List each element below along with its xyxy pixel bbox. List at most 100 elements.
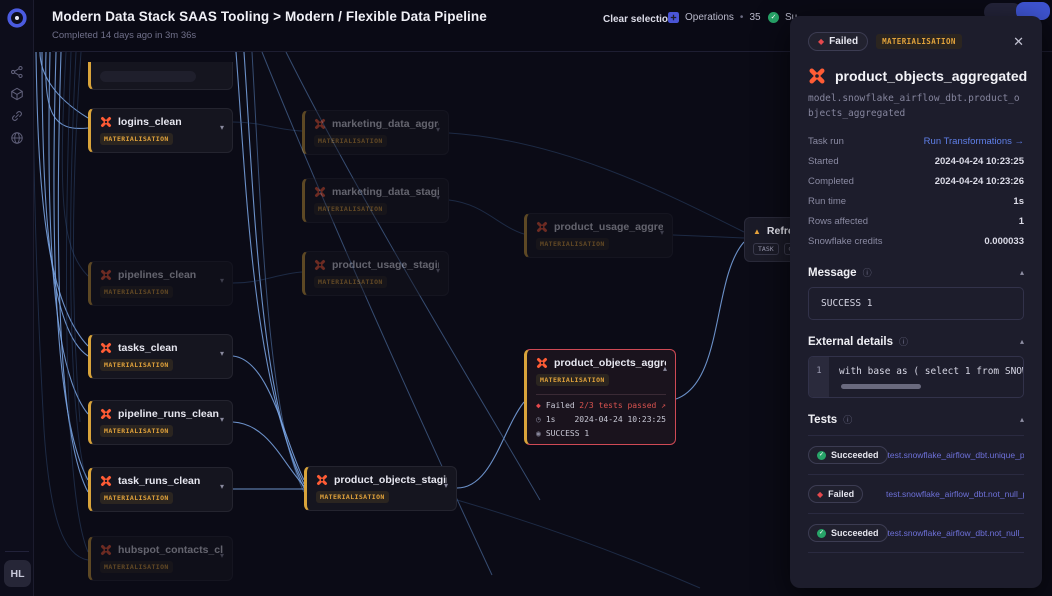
test-link[interactable]: test.snowflake_airflow_dbt.not_null_pr (886, 489, 1024, 500)
info-icon[interactable]: ⓘ (843, 415, 853, 426)
test-link[interactable]: test.snowflake_airflow_dbt.unique_pro (887, 450, 1024, 461)
dbt-icon (100, 116, 112, 128)
horizontal-scrollbar[interactable] (841, 384, 921, 390)
external-link-icon: ↗ (661, 401, 666, 410)
pipeline-graph-icon[interactable] (10, 65, 24, 79)
materialisation-badge: MATERIALISATION (100, 286, 173, 298)
node-status-row: ◆ Failed 2/3 tests passed ↗ (536, 401, 666, 410)
message-section: Message ⓘ ▴ SUCCESS 1 (808, 266, 1024, 321)
collapse-icon[interactable]: ▴ (1019, 415, 1024, 425)
materialisation-badge: MATERIALISATION (316, 491, 389, 503)
node-logins-clean[interactable]: logins_clean ▾ MATERIALISATION (88, 108, 233, 153)
chevron-down-icon[interactable]: ▾ (435, 125, 440, 134)
field-value: 2024-04-24 10:23:26 (934, 175, 1024, 187)
link-icon[interactable] (10, 109, 24, 123)
run-pipeline-button[interactable] (1016, 2, 1050, 20)
chevron-down-icon[interactable]: ▾ (435, 266, 440, 275)
chevron-down-icon[interactable]: ▾ (219, 551, 224, 560)
test-status-badge: ✓ Succeeded (808, 524, 888, 543)
node-label: product_usage_staging (332, 259, 439, 271)
test-link[interactable]: test.snowflake_airflow_dbt.not_null_pr (887, 528, 1024, 539)
section-title: Tests (808, 413, 838, 426)
test-status-badge: ✓ Succeeded (808, 446, 888, 465)
node-pipelines-clean[interactable]: pipelines_clean ▾ MATERIALISATION (88, 261, 233, 306)
chevron-up-icon[interactable]: ▴ (662, 364, 667, 373)
operations-grid-icon (668, 12, 679, 23)
task-badge: TASK (753, 243, 779, 255)
failed-diamond-icon: ◆ (817, 489, 824, 499)
operations-label: Operations (685, 12, 734, 23)
node-product-usage-staging[interactable]: product_usage_staging ▾ MATERIALISATION (302, 251, 449, 296)
breadcrumb: Modern Data Stack SAAS Tooling > Modern … (52, 9, 487, 24)
field-label: Rows affected (808, 215, 869, 227)
field-value: 1s (1013, 195, 1024, 207)
external-details-section: External details ⓘ ▴ 1 with base as ( se… (808, 335, 1024, 399)
node-hubspot-contacts-clean[interactable]: hubspot_contacts_clean ▾ MATERIALISATION (88, 536, 233, 581)
node-label: marketing_data_staging (332, 186, 439, 198)
node-marketing-data-aggregated[interactable]: marketing_data_aggregated ▾ MATERIALISAT… (302, 110, 449, 155)
sidebar-divider (5, 551, 29, 552)
node-product-usage-aggregated[interactable]: product_usage_aggregated ▾ MATERIALISATI… (524, 213, 673, 258)
field-value: 0.000033 (984, 235, 1024, 247)
chevron-down-icon[interactable]: ▾ (219, 482, 224, 491)
node-label: logins_clean (118, 116, 182, 128)
task-run-link[interactable]: Run Transformations → (923, 135, 1024, 147)
dbt-icon (536, 221, 548, 233)
node-label: hubspot_contacts_clean (118, 544, 223, 556)
node-product-objects-aggregated-selected[interactable]: product_objects_aggregated ▴ MATERIALISA… (524, 349, 676, 445)
materialisation-badge: MATERIALISATION (314, 276, 387, 288)
line-number: 1 (809, 357, 829, 398)
materialisation-badge: MATERIALISATION (100, 359, 173, 371)
globe-icon[interactable] (10, 131, 24, 145)
code-line: with base as ( select 1 from SNOWFLAKE (839, 366, 1023, 378)
info-icon[interactable]: ⓘ (899, 337, 909, 348)
message-content: SUCCESS 1 (808, 287, 1024, 321)
close-icon[interactable]: ✕ (1013, 33, 1024, 49)
operations-filter-chip[interactable]: Operations • 35 (668, 12, 761, 23)
node-label: marketing_data_aggregated (332, 118, 439, 130)
chevron-down-icon[interactable]: ▾ (219, 349, 224, 358)
chevron-down-icon[interactable]: ▾ (443, 481, 448, 490)
clear-selection-button[interactable]: Clear selection (603, 14, 675, 25)
chevron-down-icon[interactable]: ▾ (659, 228, 664, 237)
header-divider (52, 51, 1052, 52)
chevron-down-icon[interactable]: ▾ (219, 123, 224, 132)
status-dot-icon: ◉ (536, 429, 541, 438)
tests-section: Tests ⓘ ▴ ✓ Succeeded test.snowflake_air… (808, 413, 1024, 554)
node-label: pipeline_runs_clean (118, 408, 219, 420)
bullet: • (739, 12, 744, 23)
node-message-row: ◉ SUCCESS 1 (536, 429, 666, 438)
success-filter-chip[interactable]: ✓ Su (768, 12, 797, 23)
materialisation-badge: MATERIALISATION (100, 425, 173, 437)
cube-icon[interactable] (10, 87, 24, 101)
node-task-runs-clean[interactable]: task_runs_clean ▾ MATERIALISATION (88, 467, 233, 512)
test-row: ✓ Succeeded test.snowflake_airflow_dbt.n… (808, 513, 1024, 554)
chevron-down-icon[interactable]: ▾ (219, 415, 224, 424)
chevron-down-icon[interactable]: ▾ (219, 276, 224, 285)
node-product-objects-staging[interactable]: product_objects_staging ▾ MATERIALISATIO… (304, 466, 457, 511)
tests-summary-link[interactable]: 2/3 tests passed ↗ (579, 401, 666, 410)
node-label: pipelines_clean (118, 269, 197, 281)
failed-diamond-icon: ◆ (818, 37, 825, 46)
node-tasks-clean[interactable]: tasks_clean ▾ MATERIALISATION (88, 334, 233, 379)
collapse-icon[interactable]: ▴ (1019, 268, 1024, 278)
status-badge: ◆ Failed (808, 32, 869, 51)
refresh-triangle-icon: ▲ (753, 226, 761, 236)
dbt-icon (536, 357, 548, 369)
node-marketing-data-staging[interactable]: marketing_data_staging ▾ MATERIALISATION (302, 178, 449, 223)
user-avatar[interactable]: HL (4, 560, 31, 587)
chevron-down-icon[interactable]: ▾ (435, 193, 440, 202)
node-label: product_objects_aggregated (554, 357, 666, 369)
materialisation-badge: MATERIALISATION (100, 133, 173, 145)
field-label: Run time (808, 195, 847, 207)
dbt-icon (314, 259, 326, 271)
info-icon[interactable]: ⓘ (862, 268, 872, 279)
node-partial-top[interactable] (88, 62, 233, 90)
dbt-icon (314, 186, 326, 198)
dbt-icon (100, 269, 112, 281)
app-logo[interactable] (6, 7, 28, 29)
node-label: Refre (766, 225, 794, 237)
collapse-icon[interactable]: ▴ (1019, 337, 1024, 347)
node-pipeline-runs-clean[interactable]: pipeline_runs_clean ▾ MATERIALISATION (88, 400, 233, 445)
divider (536, 394, 666, 395)
